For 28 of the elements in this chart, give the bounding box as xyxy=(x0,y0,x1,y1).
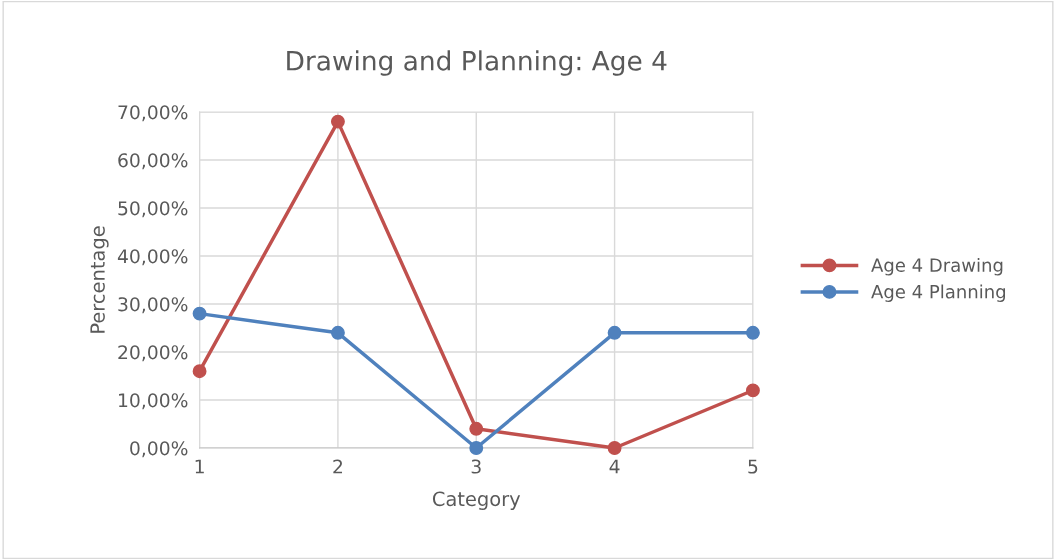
y-tick-label: 20,00% xyxy=(118,345,188,362)
chart-title: Drawing and Planning: Age 4 xyxy=(287,50,667,76)
legend-label: Age 4 Planning xyxy=(871,284,1006,302)
y-tick-label: 30,00% xyxy=(118,297,188,314)
point xyxy=(192,364,207,379)
y-tick-label: 10,00% xyxy=(119,393,188,410)
point xyxy=(469,421,484,436)
point xyxy=(745,383,760,398)
y-tick-label: 50,00% xyxy=(118,201,188,218)
legend-label: Age 4 Drawing xyxy=(871,258,1003,276)
x-tick-label: 2 xyxy=(333,459,343,474)
y-tick-label: 60,00% xyxy=(118,153,188,170)
point xyxy=(607,325,622,340)
point xyxy=(330,114,345,129)
point xyxy=(469,441,484,455)
y-axis-title: Percentage xyxy=(90,226,109,333)
x-tick-label: 5 xyxy=(748,459,758,474)
y-tick-label: 0,00% xyxy=(130,441,188,458)
point xyxy=(607,441,622,455)
x-axis-title: Category xyxy=(432,491,521,510)
point xyxy=(330,325,345,340)
y-tick-label: 70,00% xyxy=(118,105,188,122)
x-tick-label: 3 xyxy=(471,459,481,474)
x-tick-label: 1 xyxy=(195,459,204,474)
point xyxy=(192,306,207,321)
y-tick-label: 40,00% xyxy=(117,249,188,266)
x-tick-label: 4 xyxy=(609,459,620,474)
point xyxy=(745,325,760,340)
